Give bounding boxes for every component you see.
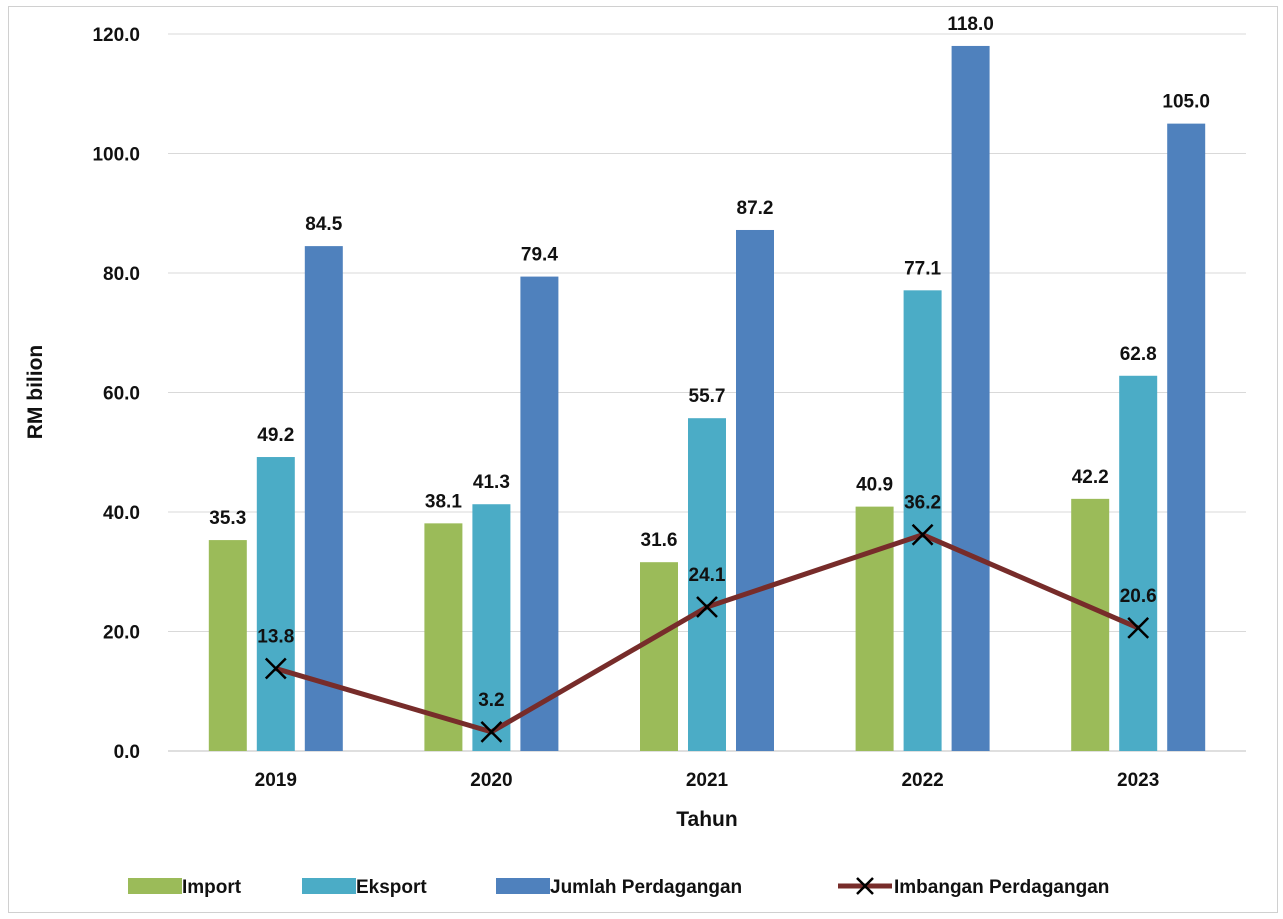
bar-jumlah-perdagangan bbox=[520, 276, 559, 751]
data-label: 35.3 bbox=[209, 508, 246, 529]
legend-marker bbox=[856, 877, 874, 895]
bar-eksport bbox=[1119, 375, 1158, 751]
x-marker bbox=[696, 596, 718, 618]
bar-jumlah-perdagangan bbox=[736, 229, 774, 752]
bar-jumlah-perdagangan bbox=[951, 45, 990, 751]
legend-label: Eksport bbox=[356, 877, 427, 898]
bar-import bbox=[855, 506, 894, 751]
data-label: 41.3 bbox=[473, 472, 510, 493]
data-label: 20.6 bbox=[1120, 586, 1157, 607]
y-tick-labels: 0.0 20.0 40.0 60.0 80.0 100.0 120.0 bbox=[92, 25, 140, 763]
y-tick-label: 0.0 bbox=[114, 742, 140, 763]
legend: Import Eksport Jumlah Perdagangan Imbangan … bbox=[128, 877, 1109, 898]
legend-label: Jumlah Perdagangan bbox=[550, 877, 742, 898]
data-label: 36.2 bbox=[904, 493, 941, 514]
chart-frame bbox=[8, 6, 1278, 913]
data-label: 87.2 bbox=[737, 198, 774, 219]
y-tick-label: 40.0 bbox=[103, 503, 140, 524]
x-axis-title: Tahun bbox=[676, 808, 737, 831]
data-label: 105.0 bbox=[1162, 92, 1210, 113]
x-tick-label: 2021 bbox=[686, 770, 729, 791]
gridlines bbox=[168, 33, 1246, 752]
bars bbox=[208, 45, 1206, 752]
x-marker bbox=[911, 523, 934, 546]
x-tick-label: 2019 bbox=[255, 770, 297, 791]
data-label: 118.0 bbox=[947, 14, 994, 35]
x-marker bbox=[480, 720, 503, 743]
legend-swatch bbox=[302, 878, 356, 894]
legend-label: Imbangan Perdagangan bbox=[894, 877, 1109, 898]
bar-eksport bbox=[688, 418, 726, 751]
y-tick-label: 100.0 bbox=[92, 145, 140, 166]
x-tick-label: 2022 bbox=[901, 770, 943, 791]
y-tick-label: 60.0 bbox=[103, 384, 140, 405]
bar-jumlah-perdagangan bbox=[304, 246, 343, 752]
legend-swatch bbox=[496, 878, 550, 894]
y-axis-title: RM bilion bbox=[24, 345, 47, 439]
data-label: 77.1 bbox=[904, 258, 941, 279]
data-label: 55.7 bbox=[689, 386, 726, 407]
data-label: 62.8 bbox=[1120, 344, 1157, 365]
bar-eksport bbox=[256, 457, 295, 751]
data-label: 13.8 bbox=[257, 627, 294, 648]
legend-swatch bbox=[128, 878, 182, 894]
x-tick-labels: 2019 2020 2021 2022 2023 bbox=[255, 770, 1160, 791]
data-label: 40.9 bbox=[856, 475, 893, 496]
data-label: 38.1 bbox=[425, 491, 462, 512]
bar-eksport bbox=[903, 290, 942, 751]
legend-label: Import bbox=[182, 877, 242, 898]
y-tick-label: 120.0 bbox=[92, 25, 140, 46]
x-marker bbox=[264, 657, 287, 680]
data-labels: 35.3 49.2 84.5 38.1 41.3 79.4 31.6 55.7 87.2 40.9… bbox=[209, 14, 1210, 711]
x-tick-label: 2023 bbox=[1117, 770, 1159, 791]
balance-line bbox=[264, 523, 1150, 743]
x-marker bbox=[1127, 617, 1150, 639]
data-label: 79.4 bbox=[521, 245, 558, 266]
data-label: 49.2 bbox=[257, 425, 294, 446]
bar-eksport bbox=[472, 504, 511, 751]
data-label: 31.6 bbox=[641, 530, 678, 551]
y-tick-label: 80.0 bbox=[103, 264, 140, 285]
y-tick-label: 20.0 bbox=[103, 623, 140, 644]
data-label: 42.2 bbox=[1072, 467, 1109, 488]
bar-jumlah-perdagangan bbox=[1167, 123, 1206, 751]
data-label: 24.1 bbox=[689, 565, 726, 586]
bar-import bbox=[640, 562, 678, 751]
bar-import bbox=[1071, 498, 1110, 751]
bar-import bbox=[208, 540, 247, 751]
data-label: 84.5 bbox=[305, 214, 342, 235]
x-tick-label: 2020 bbox=[470, 770, 512, 791]
data-label: 3.2 bbox=[478, 690, 504, 711]
